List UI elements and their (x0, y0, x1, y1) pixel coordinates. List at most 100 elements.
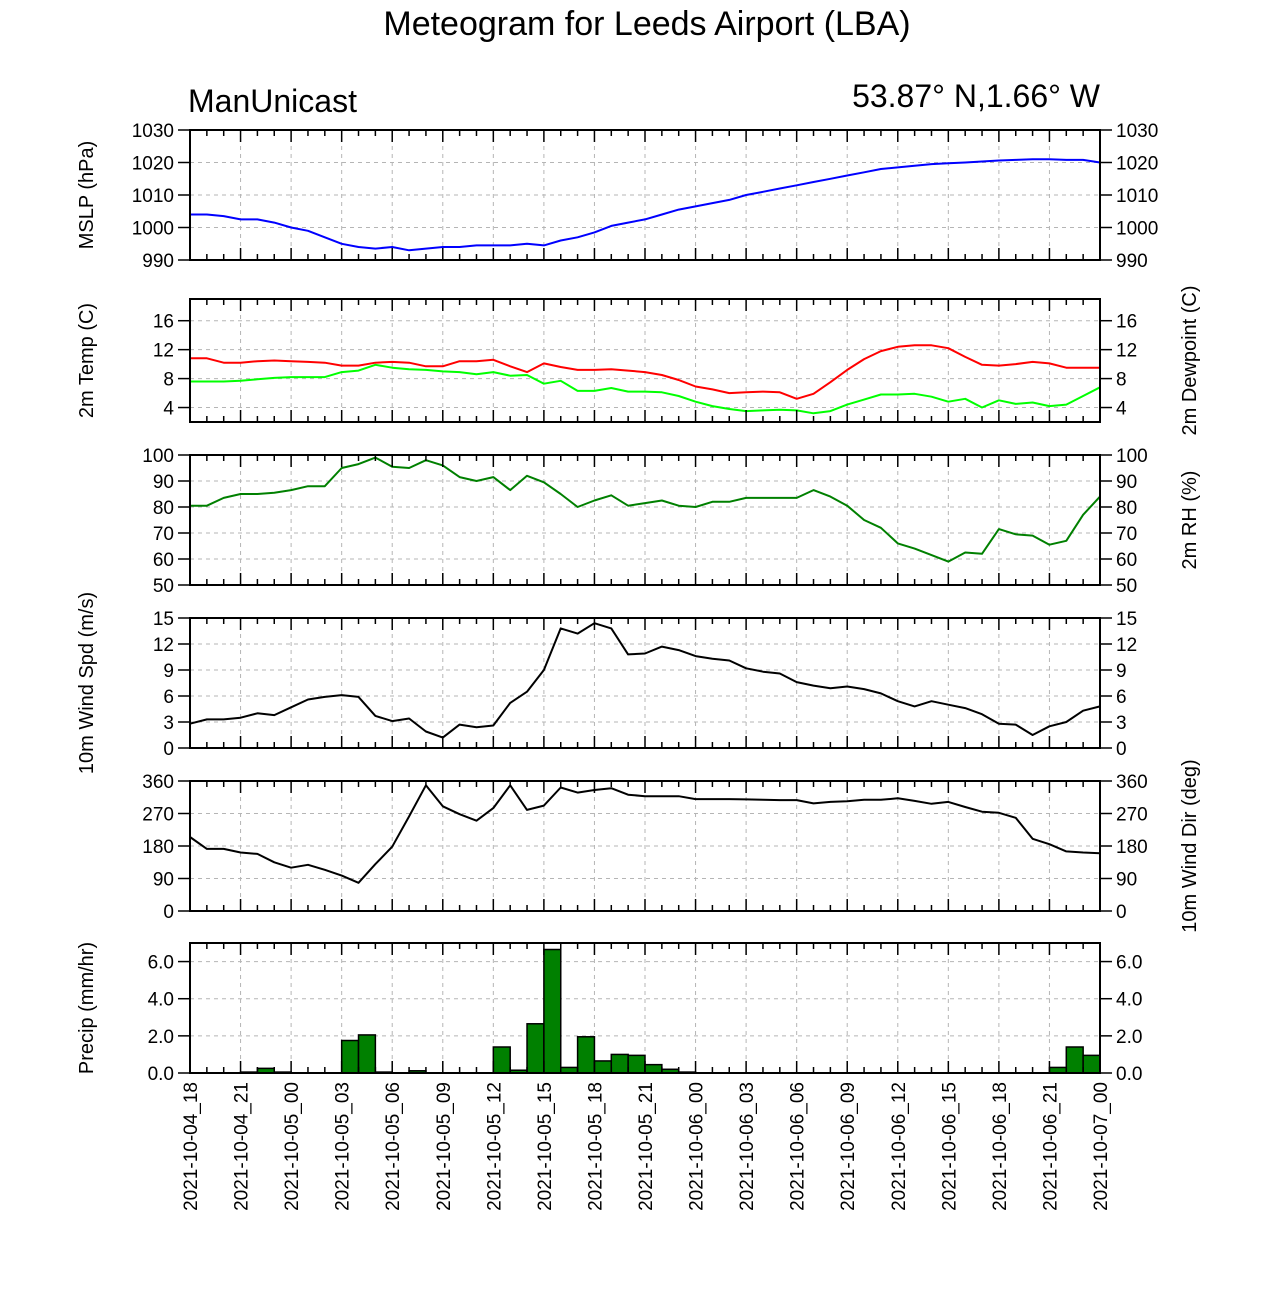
y-axis-title-left: MSLP (hPa) (76, 141, 98, 250)
y-tick-label-right: 50 (1116, 576, 1137, 597)
y-tick-label-left: 4.0 (148, 990, 174, 1011)
y-tick-label-left: 15 (153, 609, 174, 630)
x-tick-label: 2021-10-04_18 (181, 1082, 202, 1211)
x-tick-label: 2021-10-05_18 (585, 1082, 606, 1211)
precip-bar (543, 948, 562, 1074)
x-tick-label: 2021-10-04_21 (232, 1082, 253, 1211)
chart-title: Meteogram for Leeds Airport (LBA) (383, 5, 910, 43)
y-axis-title-right: 2m Dewpoint (C) (1179, 285, 1201, 435)
y-axis-title-left: 2m Temp (C) (76, 303, 98, 418)
y-tick-label-left: 360 (142, 772, 174, 793)
y-tick-label-right: 16 (1116, 312, 1137, 333)
y-tick-label-right: 360 (1116, 772, 1148, 793)
y-tick-label-right: 6.0 (1116, 953, 1142, 974)
series-line-1 (189, 784, 1101, 884)
x-tick-label: 2021-10-06_03 (737, 1082, 758, 1211)
y-tick-label-right: 4 (1116, 399, 1127, 420)
panel-4: 0 0 3 3 6 6 9 9 12 12 15 15 10m Wind Spd (m/s) (76, 592, 1137, 774)
precip-bar (526, 1023, 545, 1074)
y-tick-label-left: 16 (153, 312, 174, 333)
y-tick-label-right: 4.0 (1116, 990, 1142, 1011)
y-tick-label-right: 9 (1116, 661, 1127, 682)
x-tick-label: 2021-10-05_12 (484, 1082, 505, 1211)
x-tick-label: 2021-10-05_09 (434, 1082, 455, 1211)
y-tick-label-left: 12 (153, 635, 174, 656)
precip-bar (610, 1053, 629, 1074)
precip-bar (492, 1046, 511, 1074)
y-tick-label-right: 1000 (1116, 219, 1158, 240)
y-tick-label-left: 4 (163, 399, 174, 420)
x-tick-label: 2021-10-06_15 (939, 1082, 960, 1211)
precip-bar (644, 1063, 663, 1074)
y-tick-label-left: 3 (163, 713, 174, 734)
location-label: 53.87° N,1.66° W (852, 78, 1101, 114)
x-tick-label: 2021-10-06_09 (838, 1082, 859, 1211)
y-tick-label-left: 1030 (132, 121, 174, 142)
y-tick-label-right: 0.0 (1116, 1064, 1142, 1085)
y-tick-label-right: 2.0 (1116, 1027, 1142, 1048)
y-tick-label-left: 2.0 (148, 1027, 174, 1048)
series-line-1 (189, 622, 1101, 739)
precip-bar (593, 1060, 613, 1074)
source-label: ManUnicast (188, 83, 357, 119)
y-axis-title-right: 2m RH (%) (1179, 471, 1201, 570)
y-tick-label-right: 6 (1116, 687, 1127, 708)
x-tick-label: 2021-10-05_06 (383, 1082, 404, 1211)
y-tick-label-right: 0 (1116, 739, 1127, 760)
precip-bar (1065, 1046, 1084, 1074)
x-tick-label: 2021-10-06_06 (788, 1082, 809, 1211)
y-tick-label-right: 990 (1116, 251, 1148, 272)
y-tick-label-left: 70 (153, 524, 174, 545)
precip-bar (1082, 1054, 1101, 1074)
x-tick-label: 2021-10-05_21 (636, 1082, 657, 1211)
y-tick-label-left: 990 (142, 251, 174, 272)
y-tick-label-right: 12 (1116, 635, 1137, 656)
y-tick-label-left: 6.0 (148, 953, 174, 974)
y-tick-label-left: 1000 (132, 219, 174, 240)
x-tick-label: 2021-10-05_15 (535, 1082, 556, 1211)
panel-1: 990 990 1000 1000 1010 1010 1020 1020 1030 1030 MS… (76, 121, 1158, 272)
precip-bar (340, 1039, 360, 1074)
y-tick-label-left: 6 (163, 687, 174, 708)
panel-5: 0 0 90 90 180 180 270 270 360 360 10m Wind Dir (de… (142, 759, 1201, 932)
precip-bar (357, 1034, 377, 1074)
y-tick-label-right: 180 (1116, 837, 1148, 858)
x-tick-label: 2021-10-05_03 (333, 1082, 354, 1211)
y-axis-title-left: Precip (mm/hr) (76, 942, 98, 1074)
y-tick-label-left: 0 (163, 902, 174, 923)
panel-2: 4 4 8 8 12 12 16 16 2m Temp (C) 2m Dewpoint (C) (76, 285, 1201, 435)
y-axis-title-left: 10m Wind Spd (m/s) (76, 592, 98, 774)
precip-bar (576, 1036, 596, 1074)
y-tick-label-right: 90 (1116, 870, 1137, 891)
x-tick-label: 2021-10-06_18 (990, 1082, 1011, 1211)
time-axis: 2021-10-04_18 2021-10-04_21 2021-10-05_00 2… (181, 1082, 1112, 1211)
y-tick-label-left: 12 (153, 341, 174, 362)
y-tick-label-left: 60 (153, 550, 174, 571)
series-line-2 (190, 363, 1101, 415)
x-tick-label: 2021-10-07_00 (1091, 1082, 1112, 1211)
y-tick-label-left: 0 (163, 739, 174, 760)
series-line-1 (190, 158, 1101, 252)
y-tick-label-right: 1010 (1116, 186, 1158, 207)
y-tick-label-right: 90 (1116, 472, 1137, 493)
series-line-1 (190, 456, 1101, 563)
y-tick-label-right: 15 (1116, 609, 1137, 630)
y-tick-label-right: 100 (1116, 446, 1148, 467)
x-tick-label: 2021-10-06_12 (889, 1082, 910, 1211)
y-tick-label-left: 80 (153, 498, 174, 519)
x-tick-label: 2021-10-06_00 (687, 1082, 708, 1211)
y-tick-label-left: 270 (142, 805, 174, 826)
y-tick-label-left: 90 (153, 870, 174, 891)
y-axis-title-right: 10m Wind Dir (deg) (1179, 759, 1201, 932)
y-tick-label-right: 8 (1116, 370, 1127, 391)
series-line-1 (190, 344, 1100, 400)
y-tick-label-right: 1020 (1116, 154, 1158, 175)
y-tick-label-left: 9 (163, 661, 174, 682)
y-tick-label-right: 1030 (1116, 121, 1158, 142)
y-tick-label-right: 12 (1116, 341, 1137, 362)
y-tick-label-left: 8 (163, 370, 174, 391)
y-tick-label-left: 180 (142, 837, 174, 858)
y-tick-label-right: 60 (1116, 550, 1137, 571)
